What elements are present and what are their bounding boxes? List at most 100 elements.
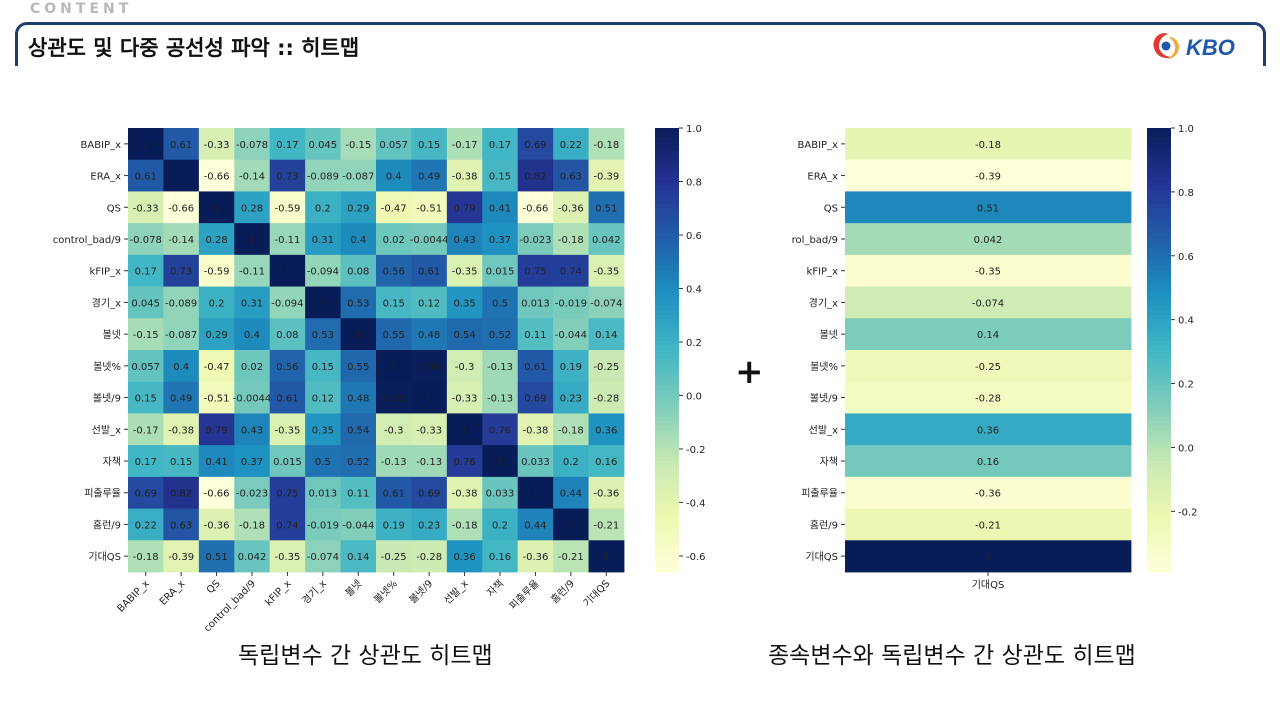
heatmap-cell [553, 128, 589, 161]
heatmap-cell [845, 350, 1132, 383]
heatmap-cell [376, 128, 412, 161]
cell-value-label: 0.69 [524, 140, 546, 151]
colorbar-segment [655, 478, 679, 484]
heatmap-cell [553, 381, 589, 414]
heatmap-cell [198, 381, 235, 414]
cell-value-label: 0.82 [170, 489, 192, 500]
colorbar-segment [1147, 154, 1171, 160]
heatmap-cell [269, 540, 306, 573]
colorbar-tick-label: -0.6 [686, 552, 706, 563]
cell-value-label: 0.22 [135, 520, 157, 531]
colorbar-segment [655, 461, 679, 467]
cell-value-label: 0.73 [170, 267, 192, 278]
heatmap-cell [446, 223, 483, 256]
heatmap-cell [340, 254, 377, 287]
kbo-logo-text: KBO [1186, 35, 1235, 60]
heatmap-cell [128, 254, 164, 287]
heatmap-cell [128, 191, 164, 224]
y-tick-label: QS [107, 203, 121, 214]
cell-value-label: 0.53 [347, 298, 369, 309]
colorbar-segment [1147, 385, 1171, 391]
colorbar-segment [655, 518, 679, 524]
colorbar-segment [655, 532, 679, 538]
cell-value-label: 0.52 [347, 457, 369, 468]
cell-value-label: 0.15 [418, 140, 440, 151]
colorbar-segment [655, 443, 679, 449]
colorbar-segment [1147, 350, 1171, 356]
colorbar-segment [1147, 239, 1171, 245]
colorbar-segment [655, 132, 679, 138]
heatmap-cell [198, 318, 235, 351]
colorbar-segment [1147, 305, 1171, 311]
heatmap-cell [340, 445, 377, 478]
colorbar-tick-label: 0.6 [686, 231, 702, 242]
cell-value-label: 0.43 [241, 425, 263, 436]
heatmap-cell [163, 318, 200, 351]
colorbar-segment [1147, 536, 1171, 542]
heatmap-cell [376, 476, 412, 509]
heatmap-cell [163, 350, 200, 383]
y-tick-label: 볼넷/9 [93, 393, 121, 405]
colorbar-segment [1147, 540, 1171, 546]
colorbar-segment [1147, 159, 1171, 165]
heatmap-cell [340, 191, 377, 224]
heatmap-cell [305, 540, 341, 573]
heatmap-cell [482, 540, 519, 573]
colorbar-segment [1147, 216, 1171, 222]
cell-value-label: 0.36 [595, 425, 617, 436]
heatmap-cell [305, 159, 341, 192]
colorbar-segment [655, 527, 679, 533]
colorbar-segment [655, 416, 679, 422]
cell-value-label: -0.078 [130, 235, 162, 246]
cell-value-label: 0.5 [492, 298, 508, 309]
colorbar-segment [655, 274, 679, 280]
colorbar-segment [1147, 181, 1171, 187]
cell-value-label: -0.089 [165, 298, 197, 309]
cell-value-label: 0.14 [977, 330, 999, 341]
colorbar-segment [655, 301, 679, 307]
colorbar-segment [1147, 376, 1171, 382]
colorbar-segment [655, 554, 679, 560]
heatmap-cell [376, 286, 412, 319]
cell-value-label: -0.25 [593, 362, 619, 373]
heatmap-cell [588, 445, 625, 478]
heatmap-cell [588, 508, 625, 541]
cell-value-label: -0.0044 [410, 235, 449, 246]
colorbar-tick-label: 0.2 [1178, 380, 1194, 391]
cell-value-label: 0.19 [560, 362, 582, 373]
cell-value-label: 0.74 [276, 520, 298, 531]
colorbar-segment [1147, 341, 1171, 347]
colorbar-segment [1147, 301, 1171, 307]
plus-sign: + [735, 352, 764, 392]
y-tick-label: 선발_x [809, 424, 838, 436]
heatmap-cell [305, 286, 341, 319]
colorbar-segment [1147, 332, 1171, 338]
cell-value-label: -0.18 [452, 520, 478, 531]
colorbar-segment [1147, 452, 1171, 458]
cell-value-label: -0.15 [133, 330, 159, 341]
heatmap-cell [163, 128, 200, 161]
heatmap-cell [340, 540, 377, 573]
heatmap-cell [376, 254, 412, 287]
colorbar-segment [1147, 256, 1171, 262]
colorbar-segment [1147, 478, 1171, 484]
heatmap-cell [553, 318, 589, 351]
heatmap-cell [376, 540, 412, 573]
cell-value-label: 0.19 [383, 520, 405, 531]
cell-value-label: 0.43 [453, 235, 475, 246]
colorbar-segment [655, 474, 679, 480]
cell-value-label: 0.61 [418, 267, 440, 278]
heatmap-cell [411, 350, 448, 383]
cell-value-label: 0.82 [524, 172, 546, 183]
cell-value-label: -0.13 [487, 362, 513, 373]
cell-value-label: -0.36 [558, 203, 584, 214]
heatmap-cell [340, 413, 377, 446]
cell-value-label: -0.019 [555, 298, 587, 309]
y-tick-label: 자책 [820, 456, 838, 468]
colorbar-segment [655, 487, 679, 493]
colorbar-segment [655, 221, 679, 227]
heatmap-cell [482, 223, 519, 256]
cell-value-label: -0.18 [558, 425, 584, 436]
heatmap-cell [128, 508, 164, 541]
cell-value-label: 0.02 [241, 362, 263, 373]
